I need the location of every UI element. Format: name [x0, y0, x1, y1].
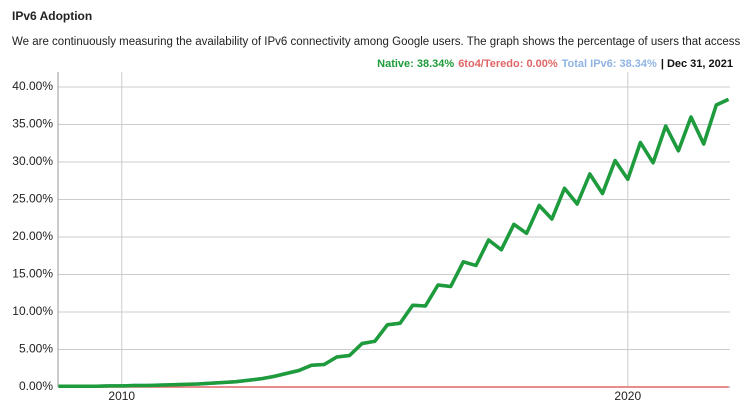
y-tick-label: 5.00% — [19, 342, 53, 356]
x-tick-label: 2010 — [108, 389, 135, 403]
chart-title: IPv6 Adoption — [12, 9, 92, 23]
y-tick-label: 25.00% — [12, 192, 53, 206]
y-tick-label: 15.00% — [12, 267, 53, 281]
legend: Native: 38.34% 6to4/Teredo: 0.00% Total IP… — [377, 58, 733, 70]
x-tick-label: 2020 — [614, 389, 641, 403]
y-tick-label: 40.00% — [12, 79, 53, 93]
y-tick-label: 20.00% — [12, 229, 53, 243]
y-tick-label: 35.00% — [12, 117, 53, 131]
legend-item: Total IPv6: 38.34% — [562, 58, 657, 70]
legend-item: 6to4/Teredo: 0.00% — [458, 58, 558, 70]
y-tick-label: 30.00% — [12, 154, 53, 168]
legend-item: Native: 38.34% — [377, 58, 454, 70]
y-tick-label: 0.00% — [19, 379, 53, 393]
series-line — [58, 97, 730, 389]
legend-item: | Dec 31, 2021 — [661, 58, 733, 70]
y-tick-label: 10.00% — [12, 304, 53, 318]
chart-subtitle: We are continuously measuring the availa… — [12, 36, 740, 48]
